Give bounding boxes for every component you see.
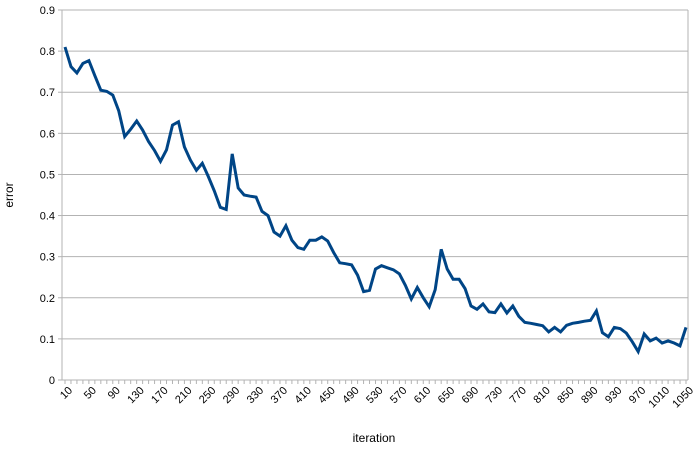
error-line-series	[63, 46, 688, 356]
x-tick-label: 1010	[646, 385, 672, 411]
x-tick-label: 290	[221, 385, 242, 406]
axes	[61, 10, 689, 381]
y-tick-label: 0.4	[40, 211, 55, 223]
x-tick-label: 890	[579, 385, 600, 406]
x-tick-label: 770	[507, 385, 528, 406]
gridlines	[62, 9, 688, 340]
x-tick-label: 730	[484, 385, 505, 406]
x-tick-label: 810	[531, 385, 552, 406]
y-tick-label: 0.1	[40, 334, 55, 346]
x-tick-label: 930	[603, 385, 624, 406]
x-tick-label: 970	[627, 385, 648, 406]
y-tick-label: 0.3	[40, 252, 55, 264]
y-tick-label: 0.5	[40, 169, 55, 181]
y-tick-label: 0.6	[40, 128, 55, 140]
x-tick-label: 690	[460, 385, 481, 406]
x-tick-label: 90	[106, 385, 123, 402]
tick-labels: 00.10.20.30.40.50.60.70.80.910 50 90 130 170…	[40, 5, 696, 410]
ticks	[58, 9, 687, 384]
series	[63, 46, 688, 356]
x-tick-label: 170	[149, 385, 170, 406]
x-tick-label: 490	[340, 385, 361, 406]
x-tick-label: 410	[293, 385, 314, 406]
x-tick-label: 570	[388, 385, 409, 406]
x-tick-label: 250	[197, 385, 218, 406]
y-tick-label: 0.7	[40, 87, 55, 99]
x-tick-label: 10	[58, 385, 75, 402]
x-tick-label: 330	[245, 385, 266, 406]
x-axis-title: iteration	[353, 431, 396, 445]
x-tick-label: 370	[269, 385, 290, 406]
x-tick-label: 130	[125, 385, 146, 406]
y-tick-label: 0.9	[40, 5, 55, 17]
x-tick-label: 1050	[670, 385, 696, 411]
x-tick-label: 650	[436, 385, 457, 406]
x-tick-label: 610	[412, 385, 433, 406]
x-tick-label: 850	[555, 385, 576, 406]
y-tick-label: 0	[49, 375, 55, 387]
x-tick-label: 50	[82, 385, 99, 402]
x-tick-label: 450	[316, 385, 337, 406]
y-tick-label: 0.2	[40, 293, 55, 305]
y-axis-title: error	[2, 182, 16, 207]
x-tick-label: 530	[364, 385, 385, 406]
y-tick-label: 0.8	[40, 46, 55, 58]
x-tick-label: 210	[173, 385, 194, 406]
